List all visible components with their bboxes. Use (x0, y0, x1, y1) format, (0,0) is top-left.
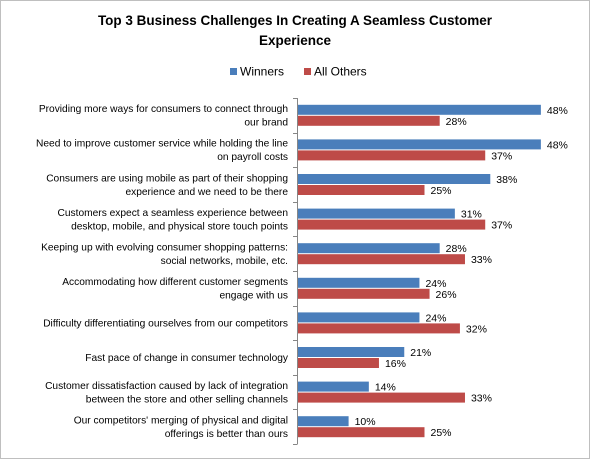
bar-winners (298, 139, 541, 150)
bar-all-others (298, 254, 465, 265)
bar-all-others (298, 358, 379, 368)
data-label: 48% (547, 139, 568, 151)
category-label: desktop, mobile, and physical store touc… (71, 221, 288, 232)
data-label: 32% (466, 323, 487, 335)
legend-swatch (304, 68, 311, 75)
bars (298, 104, 541, 438)
bar-all-others (298, 288, 430, 299)
bar-winners (298, 243, 440, 254)
category-label: on payroll costs (217, 152, 288, 163)
bar-winners (298, 416, 349, 427)
bar-winners (298, 208, 455, 219)
data-label: 33% (471, 393, 492, 405)
bar-all-others (298, 392, 465, 403)
bar-winners (298, 381, 369, 392)
category-label: Difficulty differentiating ourselves fro… (43, 318, 288, 329)
chart-title: Top 3 Business Challenges In Creating A … (98, 13, 493, 48)
chart-title-line: Top 3 Business Challenges In Creating A … (98, 13, 493, 28)
data-label: 14% (375, 382, 396, 394)
category-label: social networks, mobile, etc. (161, 256, 288, 267)
category-axis (293, 98, 298, 445)
data-labels: 48%28%48%37%38%25%31%37%28%33%24%26%24%3… (355, 105, 568, 439)
data-label: 24% (425, 312, 446, 324)
data-label: 26% (436, 289, 457, 301)
category-label: experience and we need to be there (125, 187, 288, 198)
data-label: 21% (410, 347, 431, 359)
category-label: Customer dissatisfaction caused by lack … (45, 381, 288, 392)
data-label: 24% (425, 278, 446, 290)
bar-all-others (298, 323, 460, 334)
bar-all-others (298, 185, 425, 195)
bar-winners (298, 277, 420, 288)
bar-all-others (298, 115, 440, 126)
category-label: Keeping up with evolving consumer shoppi… (41, 242, 288, 253)
category-label: Our competitors' merging of physical and… (74, 415, 288, 426)
category-label: Consumers are using mobile as part of th… (46, 173, 288, 184)
bar-winners (298, 174, 491, 184)
bar-all-others (298, 219, 486, 230)
data-label: 38% (496, 174, 517, 186)
bar-all-others (298, 427, 425, 438)
category-label: offerings is better than ours (165, 429, 288, 440)
chart-legend: Winners All Others (230, 65, 367, 79)
data-label: 16% (385, 358, 406, 370)
chart-title-line: Experience (259, 33, 332, 48)
data-label: 31% (461, 209, 482, 221)
category-label: Accommodating how different customer seg… (62, 277, 288, 288)
data-label: 28% (446, 243, 467, 255)
data-label: 33% (471, 254, 492, 266)
data-label: 25% (431, 185, 452, 197)
legend-label: Winners (240, 65, 284, 79)
bar-winners (298, 347, 405, 357)
bar-all-others (298, 150, 486, 161)
category-label: our brand (244, 118, 288, 129)
legend-swatch (230, 68, 237, 75)
data-label: 28% (446, 116, 467, 128)
category-labels: Providing more ways for consumers to con… (36, 104, 289, 440)
data-label: 37% (491, 220, 512, 232)
category-label: between the store and other selling chan… (86, 394, 288, 405)
category-label: engage with us (219, 291, 288, 302)
bar-winners (298, 104, 541, 115)
category-label: Providing more ways for consumers to con… (39, 104, 288, 115)
bar-winners (298, 312, 420, 323)
data-label: 10% (355, 416, 376, 428)
data-label: 37% (491, 150, 512, 162)
category-label: Need to improve customer service while h… (36, 139, 288, 150)
legend-label: All Others (314, 65, 367, 79)
category-label: Fast pace of change in consumer technolo… (85, 353, 289, 364)
data-label: 25% (431, 427, 452, 439)
category-label: Customers expect a seamless experience b… (58, 208, 288, 219)
data-label: 48% (547, 105, 568, 117)
